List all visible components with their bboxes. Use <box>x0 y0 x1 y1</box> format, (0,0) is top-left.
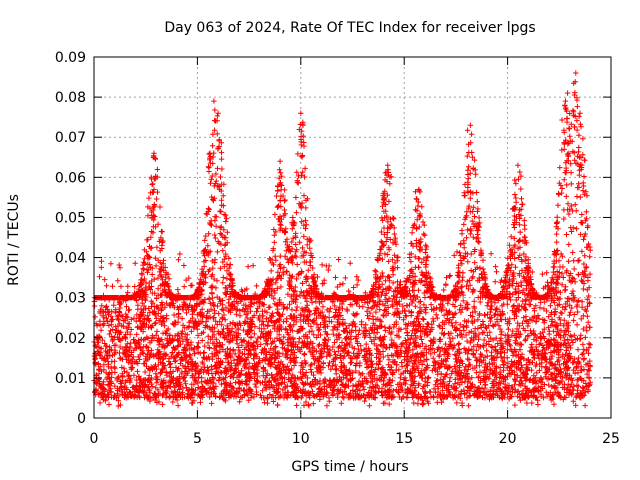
x-tick-label: 5 <box>193 431 202 447</box>
grid-layer <box>94 57 611 418</box>
x-tick-label: 15 <box>395 431 413 447</box>
y-tick-label: 0.01 <box>55 371 86 387</box>
y-axis-label: ROTI / TECUs <box>6 194 22 286</box>
y-tick-label: 0 <box>77 411 86 427</box>
y-tick-label: 0.09 <box>55 50 86 66</box>
roti-data-points <box>91 70 593 409</box>
y-tick-label: 0.02 <box>55 331 86 347</box>
plot-frame <box>93 56 612 419</box>
data-points-layer <box>91 70 593 409</box>
y-tick-label: 0.06 <box>55 170 86 186</box>
y-tick-label: 0.05 <box>55 210 86 226</box>
x-tick-label: 20 <box>499 431 517 447</box>
y-tick-label: 0.08 <box>55 90 86 106</box>
chart-title: Day 063 of 2024, Rate Of TEC Index for r… <box>164 20 535 36</box>
x-tick-label: 10 <box>292 431 310 447</box>
y-tick-label: 0.03 <box>55 291 86 307</box>
x-tick-label: 0 <box>90 431 99 447</box>
axes-layer: 0 0.01 0.02 0.03 0.04 0.05 0.06 0.07 0.08 0.09 0 5 1… <box>55 50 620 447</box>
x-axis-label: GPS time / hours <box>291 459 408 475</box>
y-tick-label: 0.04 <box>55 251 86 267</box>
x-tick-label: 25 <box>602 431 620 447</box>
y-tick-label: 0.07 <box>55 130 86 146</box>
